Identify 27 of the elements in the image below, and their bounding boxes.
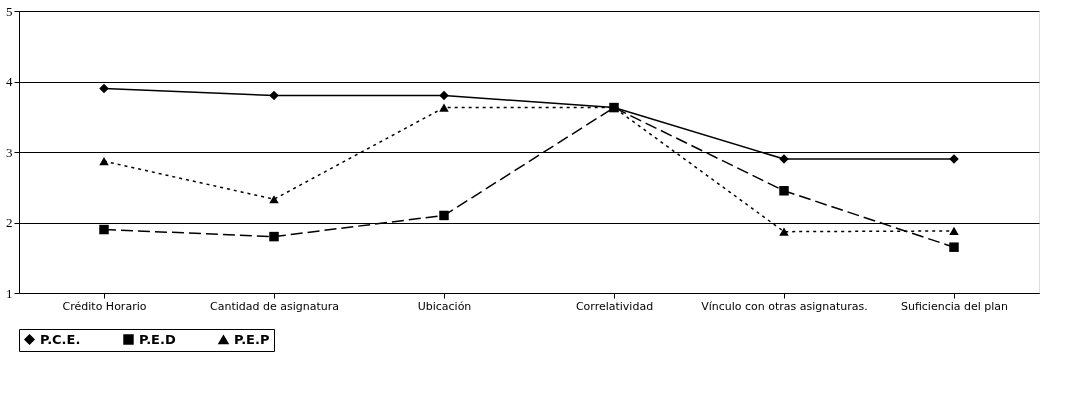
point (439, 210, 449, 221)
point (269, 195, 279, 204)
point (99, 157, 109, 166)
y-tick-label: 2 (6, 215, 13, 230)
y-tick-label: 4 (6, 74, 13, 89)
legend-label: P.E.D (139, 331, 176, 347)
x-tick-label: Cantidad de asignatura (210, 299, 339, 313)
point (779, 186, 789, 196)
point (949, 242, 959, 252)
x-tick-label: Vínculo con otras asignaturas. (701, 299, 868, 313)
y-tick-label: 5 (6, 3, 13, 19)
y-tick-label: 1 (6, 285, 13, 301)
legend-label: P.E.P (234, 331, 270, 347)
point (269, 90, 279, 101)
x-tick-label: Correlatividad (575, 299, 654, 313)
point (99, 224, 109, 235)
point (269, 231, 279, 242)
x-tick-label: Suficiencia del plan (900, 299, 1009, 313)
y-tick-label: 3 (6, 144, 13, 160)
x-tick-label: Ubicación (417, 299, 472, 313)
point (439, 103, 449, 112)
point (949, 226, 959, 236)
legend-label: P.C.E. (40, 331, 81, 347)
x-tick-label: Crédito Horario (62, 299, 147, 313)
point (779, 227, 789, 236)
point (99, 83, 109, 94)
point (439, 90, 449, 101)
